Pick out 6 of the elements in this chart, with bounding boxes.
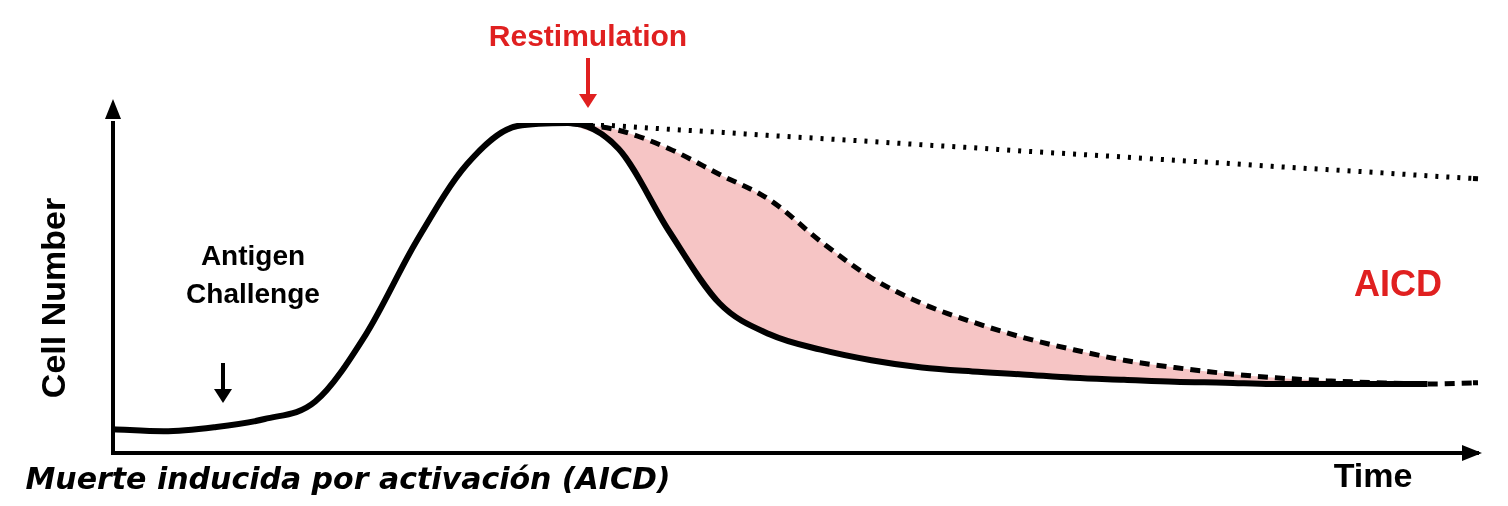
y-axis-title: Cell Number — [34, 197, 73, 399]
text: Muerte inducida por activación (AICD) — [25, 460, 671, 496]
text: Restimulation — [488, 19, 688, 53]
annotation: AICD — [1354, 262, 1442, 304]
annotation: Antigen Challenge — [186, 239, 320, 309]
x-axis-title: Time — [1333, 456, 1413, 495]
